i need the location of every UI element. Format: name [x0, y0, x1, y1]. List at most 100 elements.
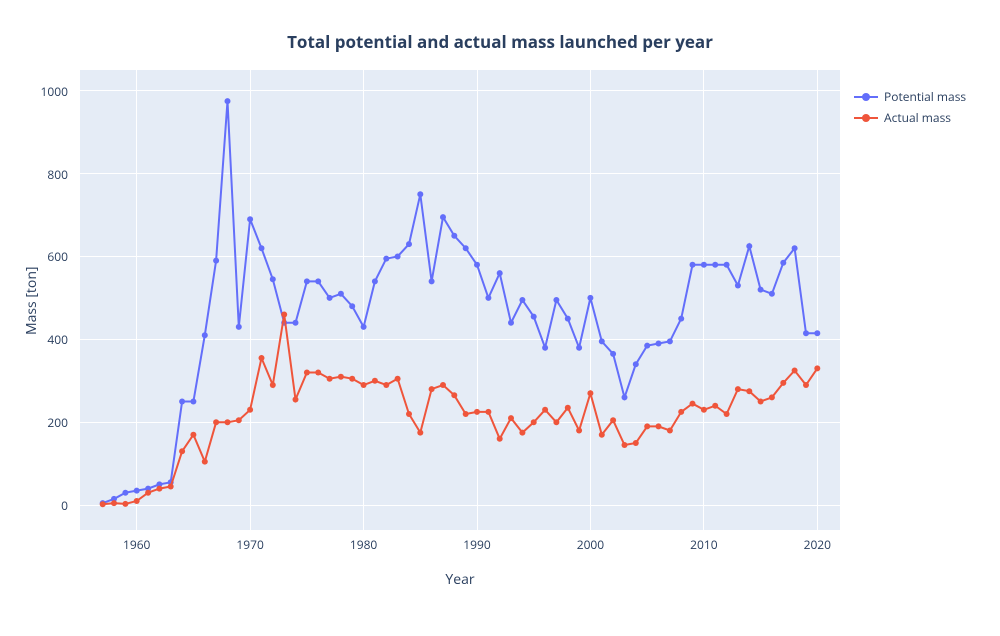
legend-item[interactable]: Potential mass: [854, 88, 966, 105]
series-marker[interactable]: [746, 388, 752, 394]
series-marker[interactable]: [622, 442, 628, 448]
series-marker[interactable]: [202, 332, 208, 338]
series-marker[interactable]: [735, 283, 741, 289]
series-marker[interactable]: [156, 486, 162, 492]
series-marker[interactable]: [644, 343, 650, 349]
series-marker[interactable]: [395, 376, 401, 382]
series-marker[interactable]: [599, 338, 605, 344]
series-marker[interactable]: [792, 368, 798, 374]
series-marker[interactable]: [259, 355, 265, 361]
series-marker[interactable]: [281, 312, 287, 318]
series-marker[interactable]: [395, 254, 401, 260]
series-marker[interactable]: [565, 405, 571, 411]
series-marker[interactable]: [179, 399, 185, 405]
series-marker[interactable]: [225, 98, 231, 104]
series-marker[interactable]: [338, 291, 344, 297]
series-marker[interactable]: [338, 374, 344, 380]
series-marker[interactable]: [769, 394, 775, 400]
series-marker[interactable]: [225, 419, 231, 425]
series-marker[interactable]: [656, 423, 662, 429]
series-marker[interactable]: [769, 291, 775, 297]
series-marker[interactable]: [315, 278, 321, 284]
series-marker[interactable]: [690, 262, 696, 268]
series-marker[interactable]: [814, 365, 820, 371]
series-marker[interactable]: [213, 419, 219, 425]
series-marker[interactable]: [213, 258, 219, 264]
legend-item[interactable]: Actual mass: [854, 109, 966, 126]
series-marker[interactable]: [701, 407, 707, 413]
series-marker[interactable]: [315, 370, 321, 376]
series-marker[interactable]: [531, 314, 537, 320]
series-marker[interactable]: [259, 245, 265, 251]
series-marker[interactable]: [780, 260, 786, 266]
series-marker[interactable]: [678, 409, 684, 415]
series-marker[interactable]: [531, 419, 537, 425]
series-marker[interactable]: [576, 428, 582, 434]
series-marker[interactable]: [361, 382, 367, 388]
series-marker[interactable]: [440, 382, 446, 388]
series-marker[interactable]: [803, 382, 809, 388]
series-marker[interactable]: [497, 270, 503, 276]
series-line[interactable]: [103, 315, 818, 505]
series-marker[interactable]: [190, 399, 196, 405]
series-marker[interactable]: [327, 376, 333, 382]
series-marker[interactable]: [463, 245, 469, 251]
series-marker[interactable]: [406, 241, 412, 247]
series-marker[interactable]: [361, 324, 367, 330]
series-marker[interactable]: [542, 345, 548, 351]
series-marker[interactable]: [168, 484, 174, 490]
series-marker[interactable]: [792, 245, 798, 251]
series-marker[interactable]: [100, 501, 106, 507]
series-marker[interactable]: [565, 316, 571, 322]
series-marker[interactable]: [202, 459, 208, 465]
series-marker[interactable]: [758, 399, 764, 405]
series-marker[interactable]: [667, 338, 673, 344]
series-marker[interactable]: [735, 386, 741, 392]
series-marker[interactable]: [497, 436, 503, 442]
series-marker[interactable]: [610, 351, 616, 357]
series-marker[interactable]: [474, 262, 480, 268]
series-marker[interactable]: [485, 295, 491, 301]
series-marker[interactable]: [576, 345, 582, 351]
series-marker[interactable]: [599, 432, 605, 438]
series-marker[interactable]: [429, 278, 435, 284]
series-marker[interactable]: [678, 316, 684, 322]
series-marker[interactable]: [406, 411, 412, 417]
series-marker[interactable]: [644, 423, 650, 429]
series-marker[interactable]: [122, 490, 128, 496]
series-marker[interactable]: [474, 409, 480, 415]
series-marker[interactable]: [145, 490, 151, 496]
series-marker[interactable]: [179, 448, 185, 454]
series-marker[interactable]: [304, 278, 310, 284]
series-marker[interactable]: [724, 411, 730, 417]
series-marker[interactable]: [633, 361, 639, 367]
series-marker[interactable]: [542, 407, 548, 413]
series-marker[interactable]: [236, 417, 242, 423]
series-marker[interactable]: [622, 394, 628, 400]
series-marker[interactable]: [656, 341, 662, 347]
series-marker[interactable]: [701, 262, 707, 268]
series-marker[interactable]: [383, 256, 389, 262]
series-marker[interactable]: [803, 330, 809, 336]
series-marker[interactable]: [553, 297, 559, 303]
series-marker[interactable]: [417, 191, 423, 197]
series-marker[interactable]: [690, 401, 696, 407]
series-marker[interactable]: [508, 320, 514, 326]
series-marker[interactable]: [134, 498, 140, 504]
series-marker[interactable]: [190, 432, 196, 438]
series-marker[interactable]: [247, 407, 253, 413]
series-marker[interactable]: [463, 411, 469, 417]
series-marker[interactable]: [485, 409, 491, 415]
series-marker[interactable]: [451, 233, 457, 239]
series-marker[interactable]: [519, 430, 525, 436]
series-marker[interactable]: [429, 386, 435, 392]
series-marker[interactable]: [712, 403, 718, 409]
series-marker[interactable]: [293, 320, 299, 326]
series-marker[interactable]: [134, 488, 140, 494]
series-marker[interactable]: [451, 392, 457, 398]
series-marker[interactable]: [587, 295, 593, 301]
series-marker[interactable]: [270, 382, 276, 388]
series-marker[interactable]: [508, 415, 514, 421]
series-marker[interactable]: [814, 330, 820, 336]
series-marker[interactable]: [372, 378, 378, 384]
